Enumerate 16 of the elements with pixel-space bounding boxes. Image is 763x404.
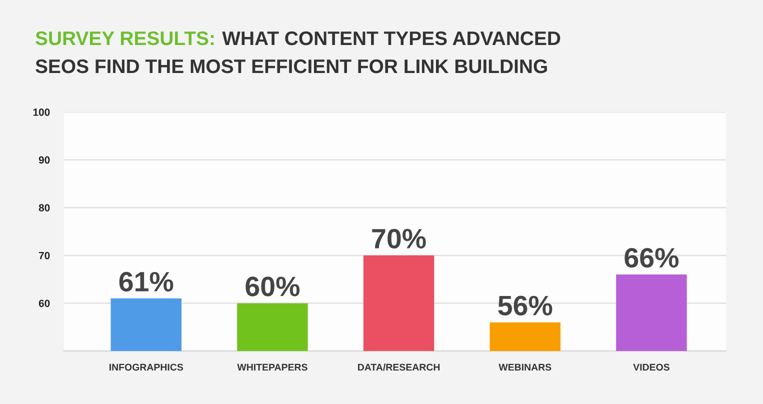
- x-tick-label: VIDEOS: [633, 364, 670, 371]
- data-label: 70%: [372, 228, 426, 249]
- data-label: 60%: [246, 276, 300, 296]
- y-tick-label: 60: [38, 300, 50, 308]
- y-tick-label: 70: [38, 252, 50, 260]
- y-tick-label: 80: [38, 204, 50, 212]
- data-label: 56%: [498, 296, 552, 316]
- y-tick-label: 90: [38, 156, 50, 164]
- y-tick-label: 100: [33, 108, 50, 116]
- x-tick-label: WHITEPAPERS: [237, 364, 308, 371]
- data-label: 66%: [624, 248, 679, 268]
- chart-title: SURVEY RESULTS: WHAT CONTENT TYPES ADVANCED SEOS FIND THE MOST EFFICIENT FOR LINK BUILDING: [36, 31, 560, 74]
- x-tick-label: DATA/RESEARCH: [358, 364, 440, 371]
- x-tick-label: INFOGRAPHICS: [110, 364, 184, 371]
- x-tick-label: WEBINARS: [498, 364, 552, 371]
- data-label: 61%: [119, 272, 174, 292]
